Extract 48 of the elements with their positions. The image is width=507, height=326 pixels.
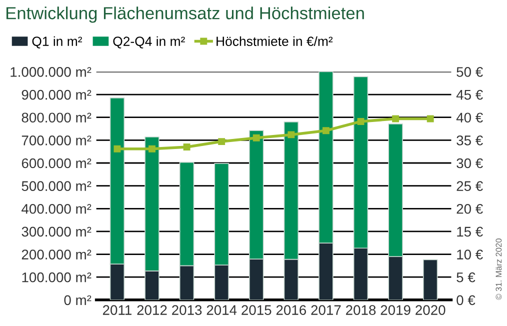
y-tick-label: 300.000 m² bbox=[22, 226, 92, 237]
y-tick-label: 200.000 m² bbox=[22, 250, 92, 260]
x-tick-label: 2012 bbox=[137, 305, 167, 315]
x-tick-label: 2016 bbox=[276, 305, 306, 315]
y-tick-label: 500.000 m² bbox=[22, 181, 92, 191]
point bbox=[426, 115, 434, 122]
y2-tick-label: 45 € bbox=[456, 90, 483, 100]
point bbox=[288, 131, 295, 138]
point bbox=[322, 127, 330, 134]
y2-tick-label: 15 € bbox=[457, 226, 483, 237]
text: © 31. März 2020 bbox=[496, 238, 502, 300]
point bbox=[218, 138, 226, 146]
y2-tick-label: 10 € bbox=[457, 250, 483, 260]
x-tick-label: 2020 bbox=[416, 305, 446, 315]
y2-tick-label: 50 € bbox=[456, 67, 483, 77]
point bbox=[183, 144, 190, 150]
y-tick-label: 600.000 m² bbox=[22, 158, 92, 168]
point bbox=[148, 145, 156, 152]
legend-label: Q2-Q4 in m² bbox=[113, 36, 185, 48]
x-tick-label: 2017 bbox=[311, 305, 341, 315]
y-tick-label: 1.000.000 m² bbox=[10, 67, 92, 77]
y-tick-label: 800.000 m² bbox=[22, 112, 92, 123]
y2-tick-label: 5 € bbox=[456, 272, 476, 282]
y2-tick-label: 35 € bbox=[456, 136, 483, 146]
x-tick-label: 2011 bbox=[102, 305, 132, 315]
y-tick-label: 900.000 m² bbox=[22, 90, 92, 100]
point bbox=[357, 118, 364, 125]
y-tick-label: 700.000 m² bbox=[22, 136, 92, 146]
y-tick-label: 100.000 m² bbox=[22, 272, 92, 282]
point bbox=[252, 134, 260, 142]
point bbox=[114, 145, 121, 152]
point bbox=[392, 115, 400, 122]
y2-tick-label: 20 € bbox=[456, 204, 483, 214]
x-tick-label: 2013 bbox=[172, 305, 202, 315]
x-tick-label: 2019 bbox=[380, 305, 410, 315]
x-tick-label: 2018 bbox=[346, 305, 376, 315]
y2-tick-label: 40 € bbox=[456, 112, 483, 123]
y-tick-label: 0 m² bbox=[64, 295, 92, 306]
chart-title: Entwicklung Flächenumsatz und Höchstmieten bbox=[6, 6, 364, 23]
y2-tick-label: 25 € bbox=[456, 181, 483, 191]
x-tick-label: 2015 bbox=[242, 305, 272, 315]
y-tick-label: 400.000 m² bbox=[22, 204, 92, 214]
legend-label: Q1 in m² bbox=[32, 36, 82, 48]
bar bbox=[422, 259, 438, 300]
x-tick-label: 2014 bbox=[206, 305, 237, 315]
y2-tick-label: 0 € bbox=[456, 295, 476, 306]
legend-label: Höchstmiete in €/m² bbox=[216, 36, 333, 46]
y2-tick-label: 30 € bbox=[456, 158, 483, 168]
